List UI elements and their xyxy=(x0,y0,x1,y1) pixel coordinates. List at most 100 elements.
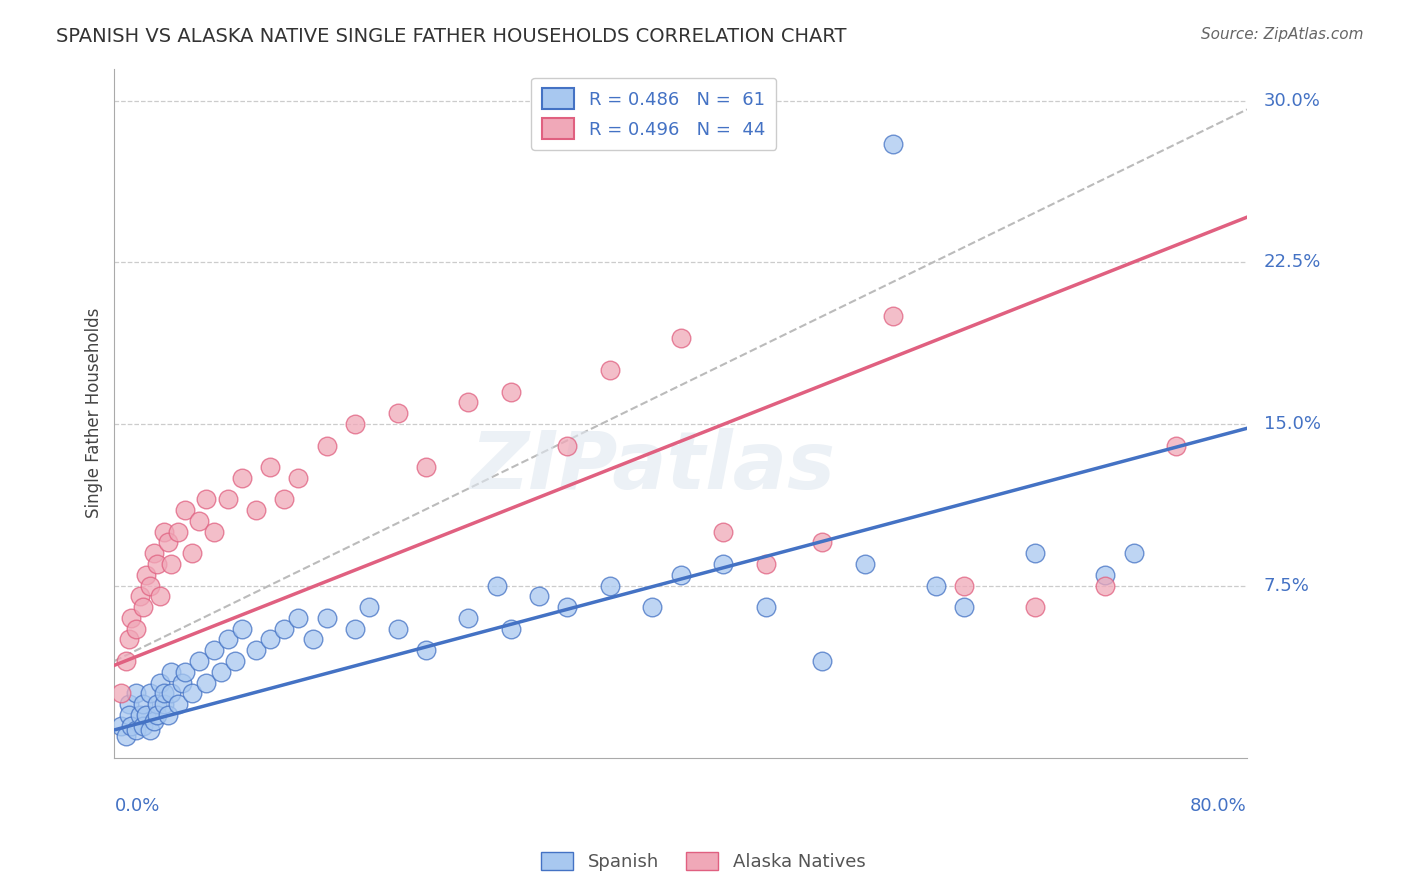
Point xyxy=(224,654,246,668)
Point xyxy=(195,675,218,690)
Text: ZIPatlas: ZIPatlas xyxy=(470,428,835,506)
Point xyxy=(387,622,409,636)
Point xyxy=(669,567,692,582)
Point xyxy=(209,665,232,679)
Point xyxy=(135,567,157,582)
Point xyxy=(181,546,204,560)
Text: 80.0%: 80.0% xyxy=(1191,797,1247,814)
Point xyxy=(188,654,211,668)
Point xyxy=(669,331,692,345)
Point xyxy=(557,438,579,452)
Point xyxy=(202,524,225,539)
Point xyxy=(149,590,172,604)
Point xyxy=(153,524,176,539)
Point xyxy=(217,492,239,507)
Point xyxy=(188,514,211,528)
Text: 15.0%: 15.0% xyxy=(1264,415,1322,433)
Point xyxy=(287,611,309,625)
Point xyxy=(882,136,904,151)
Point xyxy=(149,675,172,690)
Legend: R = 0.486   N =  61, R = 0.496   N =  44: R = 0.486 N = 61, R = 0.496 N = 44 xyxy=(531,78,776,150)
Point xyxy=(1024,600,1046,615)
Point xyxy=(1166,438,1188,452)
Point xyxy=(457,395,479,409)
Point xyxy=(811,654,834,668)
Point xyxy=(273,492,295,507)
Point xyxy=(457,611,479,625)
Point xyxy=(110,718,132,732)
Point xyxy=(146,707,169,722)
Point xyxy=(117,632,139,647)
Text: 22.5%: 22.5% xyxy=(1264,253,1322,271)
Point xyxy=(344,417,367,431)
Point xyxy=(132,718,155,732)
Point xyxy=(167,697,190,711)
Point xyxy=(711,557,734,571)
Point xyxy=(499,384,522,399)
Point xyxy=(195,492,218,507)
Point xyxy=(135,707,157,722)
Point xyxy=(315,611,337,625)
Point xyxy=(128,707,150,722)
Point xyxy=(387,406,409,420)
Point xyxy=(139,723,162,737)
Point xyxy=(160,557,183,571)
Point xyxy=(641,600,664,615)
Point xyxy=(359,600,381,615)
Point xyxy=(124,622,146,636)
Text: Source: ZipAtlas.com: Source: ZipAtlas.com xyxy=(1201,27,1364,42)
Point xyxy=(124,723,146,737)
Point xyxy=(114,730,136,744)
Point xyxy=(315,438,337,452)
Point xyxy=(120,611,142,625)
Point xyxy=(1094,578,1116,592)
Point xyxy=(231,622,253,636)
Point xyxy=(139,686,162,700)
Point xyxy=(146,697,169,711)
Point xyxy=(755,600,778,615)
Point xyxy=(259,460,281,475)
Point xyxy=(153,697,176,711)
Point xyxy=(953,578,976,592)
Point xyxy=(160,665,183,679)
Point xyxy=(157,535,180,549)
Point xyxy=(160,686,183,700)
Point xyxy=(143,714,166,729)
Point xyxy=(139,578,162,592)
Legend: Spanish, Alaska Natives: Spanish, Alaska Natives xyxy=(533,845,873,879)
Point xyxy=(153,686,176,700)
Point xyxy=(1094,567,1116,582)
Point xyxy=(245,643,267,657)
Point xyxy=(344,622,367,636)
Point xyxy=(273,622,295,636)
Text: 7.5%: 7.5% xyxy=(1264,576,1310,595)
Point xyxy=(174,503,197,517)
Point xyxy=(1122,546,1144,560)
Point xyxy=(231,471,253,485)
Point xyxy=(181,686,204,700)
Point xyxy=(117,697,139,711)
Point xyxy=(128,590,150,604)
Point xyxy=(114,654,136,668)
Text: 30.0%: 30.0% xyxy=(1264,92,1320,110)
Point xyxy=(953,600,976,615)
Point xyxy=(172,675,194,690)
Point xyxy=(853,557,876,571)
Point xyxy=(882,310,904,324)
Point xyxy=(287,471,309,485)
Point xyxy=(132,697,155,711)
Point xyxy=(117,707,139,722)
Point xyxy=(174,665,197,679)
Point xyxy=(202,643,225,657)
Point xyxy=(132,600,155,615)
Point xyxy=(755,557,778,571)
Point xyxy=(245,503,267,517)
Point xyxy=(557,600,579,615)
Point xyxy=(599,363,621,377)
Point xyxy=(811,535,834,549)
Point xyxy=(415,460,437,475)
Y-axis label: Single Father Households: Single Father Households xyxy=(86,308,103,518)
Point xyxy=(485,578,508,592)
Point xyxy=(146,557,169,571)
Point xyxy=(124,686,146,700)
